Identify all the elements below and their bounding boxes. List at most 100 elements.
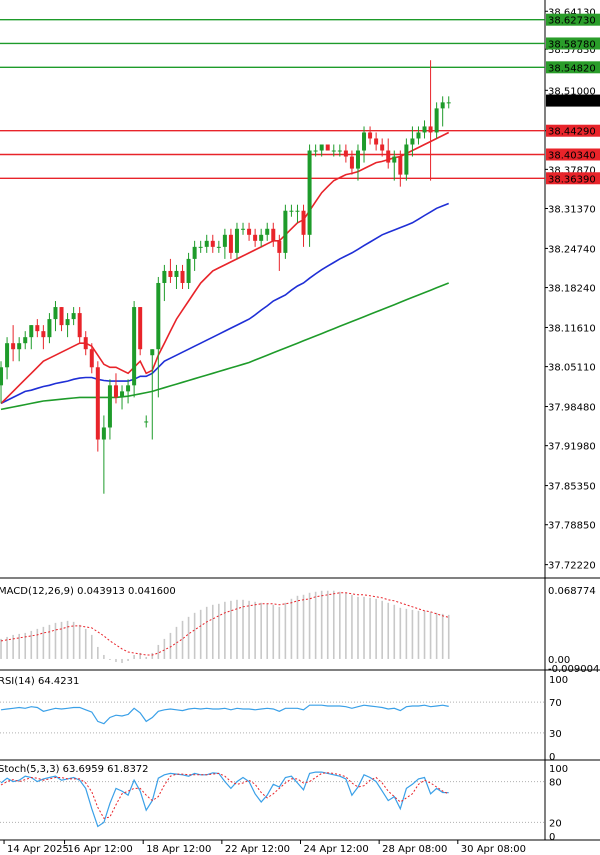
candle-body bbox=[204, 240, 209, 247]
macd-signal-line bbox=[0, 592, 449, 656]
level-label: 38.44290 bbox=[548, 127, 596, 138]
candle-body bbox=[289, 210, 294, 212]
candle-body bbox=[374, 138, 379, 145]
candle-body bbox=[198, 246, 203, 248]
candle-body bbox=[17, 343, 22, 350]
candle-body bbox=[77, 313, 82, 338]
candle-body bbox=[0, 367, 4, 386]
candle-body bbox=[29, 325, 34, 338]
price-tick-label: 37.98480 bbox=[548, 403, 596, 414]
candle-body bbox=[120, 391, 125, 398]
level-label-box bbox=[546, 172, 600, 185]
candle-body bbox=[59, 307, 64, 326]
stoch-axis-label: 100 bbox=[549, 764, 568, 775]
stoch-axis-label: 20 bbox=[549, 818, 562, 829]
candle-body bbox=[422, 126, 427, 133]
level-label-box bbox=[546, 13, 600, 26]
candle-body bbox=[247, 228, 252, 235]
price-tick-label: 38.31370 bbox=[548, 205, 596, 216]
price-tick-label: 38.24740 bbox=[548, 244, 596, 255]
candle-body bbox=[162, 270, 167, 283]
candle-body bbox=[416, 132, 421, 139]
time-tick-label: 28 Apr 08:00 bbox=[382, 844, 447, 855]
candle-body bbox=[101, 427, 106, 440]
stoch-k-line bbox=[0, 771, 449, 828]
level-label-box bbox=[546, 124, 600, 137]
candle-body bbox=[41, 331, 46, 338]
candle-body bbox=[150, 349, 155, 356]
candle-body bbox=[398, 156, 403, 175]
candle-body bbox=[337, 150, 342, 152]
candle-body bbox=[126, 385, 131, 392]
price-tick-label: 37.85350 bbox=[548, 482, 596, 493]
candle-body bbox=[295, 210, 300, 212]
candle-body bbox=[386, 150, 391, 163]
candle-body bbox=[186, 258, 191, 283]
candle-body bbox=[265, 228, 270, 235]
rsi-title: RSI(14) 64.4231 bbox=[0, 676, 80, 687]
macd-axis-label: -0.009004 bbox=[548, 664, 599, 675]
price-tick-label: 38.11610 bbox=[548, 323, 596, 334]
price-tick-label: 38.64130 bbox=[548, 7, 596, 18]
candle-body bbox=[331, 150, 336, 152]
macd-axis-label: 0.068774 bbox=[548, 586, 596, 597]
time-tick-label: 16 Apr 12:00 bbox=[68, 844, 133, 855]
rsi-axis-label: 100 bbox=[549, 675, 568, 686]
price-tick-label: 38.37870 bbox=[548, 165, 596, 176]
candle-body bbox=[307, 150, 312, 235]
candle-body bbox=[392, 156, 397, 163]
candle-body bbox=[83, 337, 88, 350]
candle-body bbox=[174, 270, 179, 277]
price-tick-label: 37.78850 bbox=[548, 521, 596, 532]
macd-axis-label: 0.00 bbox=[548, 655, 570, 666]
level-label: 38.62730 bbox=[548, 16, 596, 27]
price-tick-label: 38.18240 bbox=[548, 284, 596, 295]
candle-body bbox=[241, 228, 246, 230]
candle-body bbox=[428, 126, 433, 133]
candle-body bbox=[107, 385, 112, 428]
candle-body bbox=[71, 313, 76, 320]
price-tick-label: 37.72220 bbox=[548, 561, 596, 572]
candle-body bbox=[168, 270, 173, 277]
candle-body bbox=[301, 210, 306, 235]
candle-body bbox=[325, 144, 330, 151]
candle-body bbox=[410, 138, 415, 145]
macd-title: MACD(12,26,9) 0.043913 0.041600 bbox=[0, 586, 176, 597]
candle-body bbox=[355, 150, 360, 169]
time-tick-label: 22 Apr 12:00 bbox=[225, 844, 290, 855]
time-tick-label: 18 Apr 12:00 bbox=[146, 844, 211, 855]
candle-body bbox=[222, 234, 227, 247]
candle-body bbox=[180, 270, 185, 283]
candle-body bbox=[113, 385, 118, 398]
candle-body bbox=[35, 325, 40, 332]
candle-body bbox=[319, 144, 324, 151]
price-tick-label: 37.91980 bbox=[548, 442, 596, 453]
time-tick-label: 24 Apr 12:00 bbox=[304, 844, 369, 855]
stoch-axis-label: 0 bbox=[549, 832, 555, 843]
candle-body bbox=[228, 234, 233, 253]
candle-body bbox=[259, 234, 264, 241]
level-label-box bbox=[546, 37, 600, 50]
candle-body bbox=[380, 144, 385, 151]
candle-body bbox=[210, 240, 215, 247]
candle-body bbox=[404, 144, 409, 175]
candle-body bbox=[138, 307, 143, 350]
candle-body bbox=[156, 282, 161, 350]
time-tick-label: 14 Apr 2025 bbox=[7, 844, 69, 855]
candle-body bbox=[132, 307, 137, 386]
candle-body bbox=[192, 246, 197, 259]
ma-mid-line bbox=[0, 202, 449, 405]
stoch-axis-label: 80 bbox=[549, 778, 562, 789]
candle-body bbox=[446, 102, 451, 104]
candle-body bbox=[349, 156, 354, 169]
level-label: 38.40340 bbox=[548, 150, 596, 161]
candle-body bbox=[368, 132, 373, 139]
stoch-title: Stoch(5,3,3) 63.6959 61.8372 bbox=[0, 764, 149, 775]
candle-body bbox=[65, 319, 70, 326]
candle-body bbox=[53, 307, 58, 320]
level-label: 38.36390 bbox=[548, 174, 596, 185]
candle-body bbox=[277, 240, 282, 253]
candle-body bbox=[283, 210, 288, 253]
